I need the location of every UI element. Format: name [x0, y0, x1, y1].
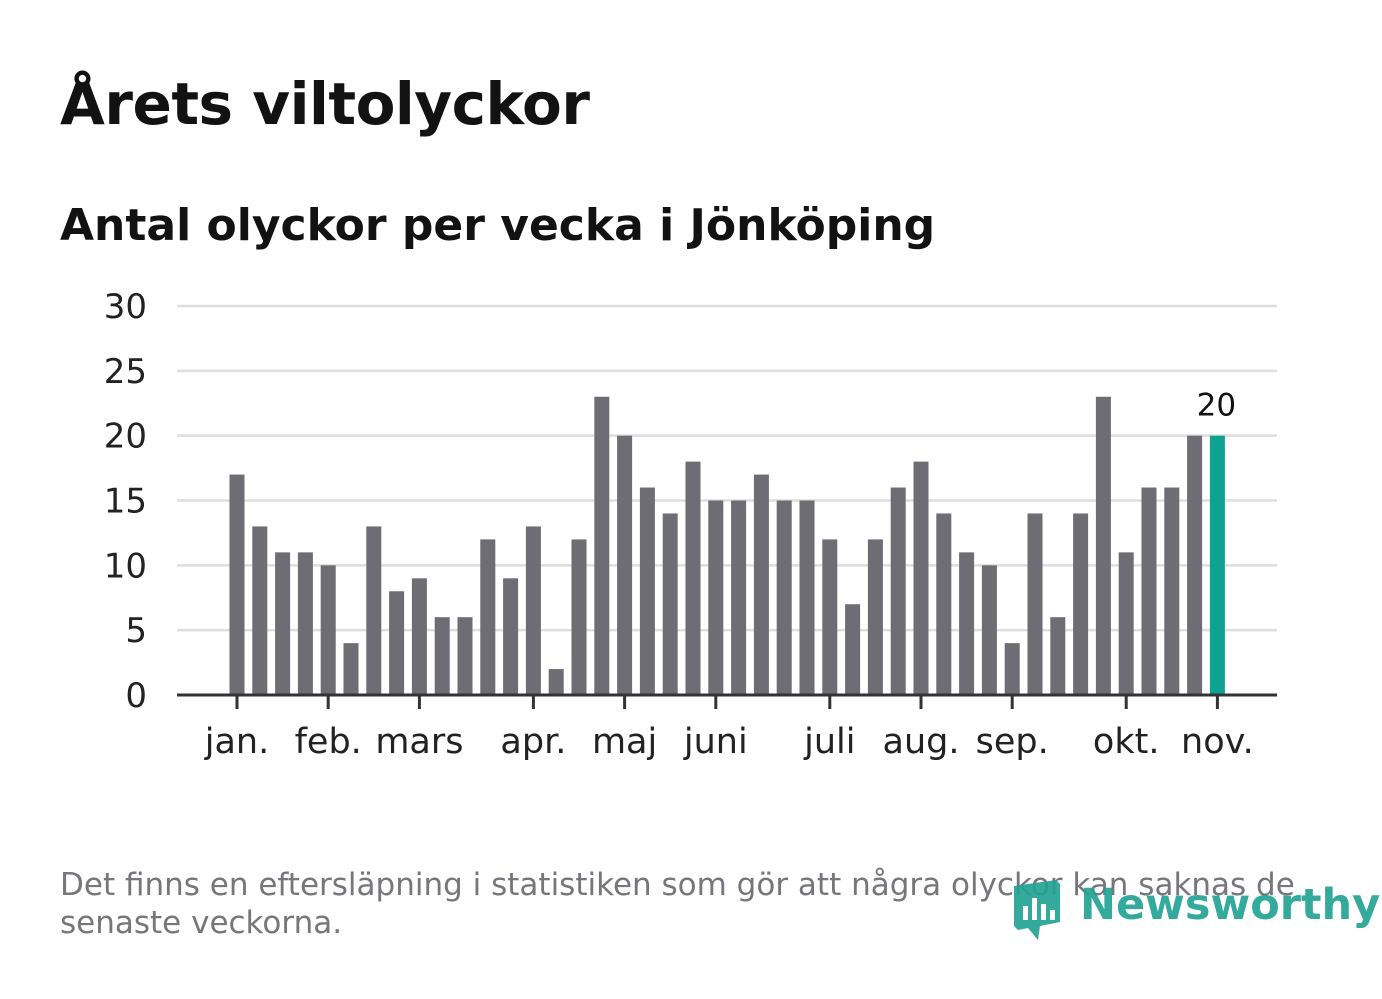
bar-week-24	[753, 474, 769, 695]
bars	[229, 396, 1225, 695]
y-axis-ticks: 0 5 10 15 20 25 30	[104, 287, 147, 716]
bar-week-35	[1004, 643, 1020, 695]
month-label-juni: juni	[683, 722, 748, 762]
bar-week-31	[913, 461, 929, 695]
bar-week-34	[981, 565, 997, 695]
bar-week-33	[959, 552, 975, 695]
chart-title: Årets viltolyckor	[60, 70, 590, 138]
bar-week-13	[503, 578, 519, 695]
bar-week-4	[297, 552, 313, 695]
y-tick-label-15: 15	[104, 482, 147, 522]
y-tick-label-0: 0	[125, 676, 147, 716]
month-label-okt.: okt.	[1093, 722, 1160, 762]
bar-week-18	[617, 435, 633, 695]
bar-week-40	[1118, 552, 1134, 695]
y-tick-label-5: 5	[125, 611, 147, 651]
chart-subtitle: Antal olyckor per vecka i Jönköping	[60, 200, 936, 251]
bar-week-20	[662, 513, 678, 695]
bar-week-15	[548, 669, 564, 695]
month-label-aug.: aug.	[883, 722, 960, 762]
bar-week-11	[457, 617, 473, 695]
bar-week-22	[708, 500, 724, 695]
bar-week-12	[480, 539, 496, 695]
bar-week-5	[320, 565, 336, 695]
bar-week-37	[1050, 617, 1066, 695]
bar-week-17	[594, 396, 610, 695]
month-label-maj: maj	[592, 722, 657, 762]
bar-week-38	[1073, 513, 1089, 695]
bar-week-43	[1187, 435, 1203, 695]
y-tick-label-10: 10	[104, 546, 147, 586]
bar-week-21	[685, 461, 701, 695]
bar-week-32	[936, 513, 952, 695]
bar-week-2	[252, 526, 268, 695]
month-label-feb.: feb.	[295, 722, 362, 762]
bar-highlight-week-44	[1209, 435, 1225, 695]
bar-week-30	[890, 487, 906, 695]
bar-week-23	[731, 500, 747, 695]
bar-week-27	[822, 539, 838, 695]
y-tick-label-25: 25	[104, 352, 147, 392]
bar-week-10	[434, 617, 450, 695]
bar-week-26	[799, 500, 815, 695]
month-label-apr.: apr.	[500, 722, 566, 762]
month-labels: jan. feb. mars apr. maj juni juli aug. sep. okt. n…	[204, 722, 1254, 762]
bar-week-9	[411, 578, 427, 695]
bar-week-41	[1141, 487, 1157, 695]
x-axis	[177, 693, 1277, 709]
month-label-jan.: jan.	[204, 722, 269, 762]
month-label-nov.: nov.	[1181, 722, 1254, 762]
bar-week-7	[366, 526, 382, 695]
month-label-mars: mars	[375, 722, 463, 762]
bar-week-39	[1095, 396, 1111, 695]
bar-week-19	[639, 487, 655, 695]
month-label-juli: juli	[803, 722, 855, 762]
bar-week-25	[776, 500, 792, 695]
bar-week-36	[1027, 513, 1043, 695]
footnote: Det finns en eftersläpning i statistiken…	[60, 867, 1295, 941]
bar-week-3	[275, 552, 291, 695]
data-labels: 20	[1197, 388, 1236, 424]
newsworthy-logo-text: Newsworthy	[1080, 880, 1381, 930]
bar-week-16	[571, 539, 587, 695]
newsworthy-logo-icon	[1014, 880, 1060, 940]
data-label-highlight: 20	[1197, 388, 1236, 424]
bar-week-28	[845, 604, 861, 695]
y-tick-label-30: 30	[104, 287, 147, 327]
gridlines	[177, 304, 1277, 632]
bar-week-29	[867, 539, 883, 695]
bar-week-42	[1164, 487, 1180, 695]
bar-week-6	[343, 643, 359, 695]
bar-week-14	[525, 526, 541, 695]
bar-week-8	[389, 591, 405, 695]
month-label-sep.: sep.	[976, 722, 1049, 762]
newsworthy-logo: Newsworthy	[1010, 876, 1380, 946]
bar-week-1	[229, 474, 245, 695]
y-tick-label-20: 20	[104, 417, 147, 457]
